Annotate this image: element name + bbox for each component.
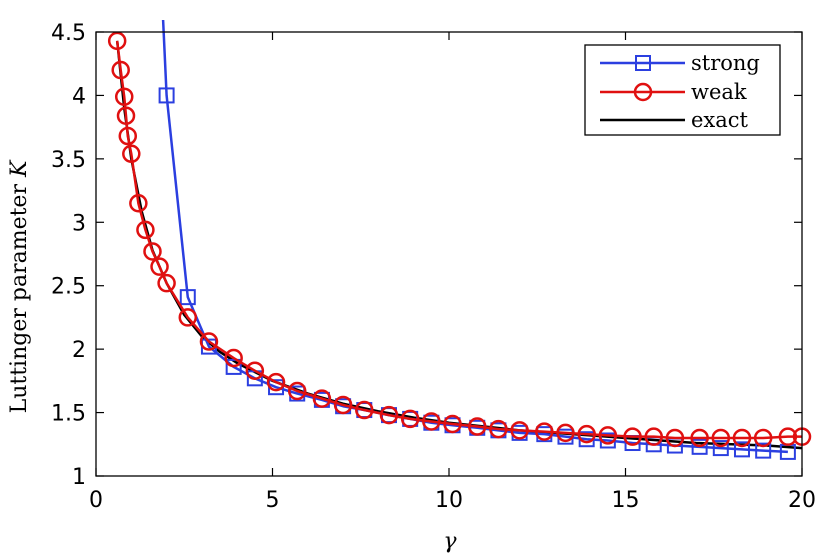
data-point-weak [107, 31, 127, 51]
x-tick-label: 10 [435, 488, 463, 513]
data-point-weak [732, 428, 752, 448]
data-point-weak [598, 426, 618, 445]
data-point-weak [422, 412, 441, 431]
data-point-weak [143, 242, 162, 261]
x-tick-label: 15 [612, 488, 640, 513]
series-line-weak [115, 40, 802, 440]
legend: strong weak exact [584, 44, 781, 136]
x-tick-label: 5 [266, 488, 280, 513]
ticks-layer: 0 5 10 15 20 1 1.5 2 2.5 3 3.5 4 4.5 [51, 21, 816, 513]
y-tick-label: 4 [72, 84, 86, 109]
y-tick-label: 1.5 [51, 402, 86, 427]
data-point-weak [489, 419, 508, 439]
data-point-weak [510, 421, 529, 440]
data-point-weak [443, 414, 462, 434]
legend-item-exact: exact [600, 108, 749, 132]
y-tick-label: 4.5 [51, 21, 86, 46]
legend-item-strong: strong [600, 51, 760, 75]
data-point-weak [150, 257, 169, 276]
data-point-weak [556, 423, 575, 443]
data-point-weak [577, 424, 596, 444]
data-point-weak [245, 361, 265, 380]
data-point-weak [199, 332, 219, 351]
y-axis-label: Luttinger parameter K [7, 159, 32, 413]
data-point-weak [111, 60, 130, 80]
data-point-strong [691, 438, 708, 455]
data-point-weak [178, 308, 198, 327]
data-point-weak [644, 427, 663, 446]
data-point-weak [665, 428, 685, 448]
y-tick-label: 1 [72, 465, 86, 490]
data-point-strong [755, 442, 772, 459]
series-layer [107, 20, 812, 460]
data-point-weak [711, 428, 731, 448]
data-point-weak [355, 400, 374, 420]
data-point-weak [266, 372, 286, 392]
legend-marker-weak [633, 82, 653, 102]
legend-marker-strong [635, 55, 651, 71]
data-point-strong [225, 358, 242, 375]
data-point-weak [157, 273, 176, 293]
data-point-weak [623, 427, 642, 446]
legend-label-strong: strong [691, 51, 760, 75]
x-tick-label: 20 [788, 488, 816, 513]
data-point-weak [129, 194, 148, 213]
data-point-weak [467, 417, 487, 436]
data-point-weak [690, 428, 709, 448]
data-point-weak [379, 405, 399, 425]
data-point-weak [224, 348, 243, 368]
data-point-weak [778, 427, 798, 446]
data-point-weak [116, 106, 136, 125]
legend-label-weak: weak [691, 80, 747, 104]
data-point-weak [118, 126, 138, 146]
y-tick-label: 2.5 [51, 275, 86, 300]
x-axis-label: γ [443, 529, 457, 553]
data-point-weak [535, 422, 554, 441]
data-point-weak [400, 409, 420, 429]
y-tick-label: 3 [72, 211, 86, 236]
data-point-weak [122, 144, 141, 164]
data-point-weak [312, 389, 332, 408]
data-point-strong [712, 440, 729, 457]
data-point-weak [753, 428, 773, 448]
y-tick-label: 3.5 [51, 148, 86, 173]
data-point-weak [333, 395, 353, 415]
legend-label-exact: exact [691, 108, 749, 132]
data-point-strong [179, 289, 196, 306]
data-point-weak [136, 220, 155, 240]
y-tick-label: 2 [72, 338, 86, 363]
x-tick-label: 0 [89, 488, 103, 513]
legend-item-weak: weak [600, 80, 747, 104]
data-point-weak [114, 87, 134, 106]
data-point-strong [733, 441, 750, 458]
data-point-strong [158, 87, 175, 104]
series-weak [107, 31, 812, 448]
data-point-weak [287, 381, 307, 401]
